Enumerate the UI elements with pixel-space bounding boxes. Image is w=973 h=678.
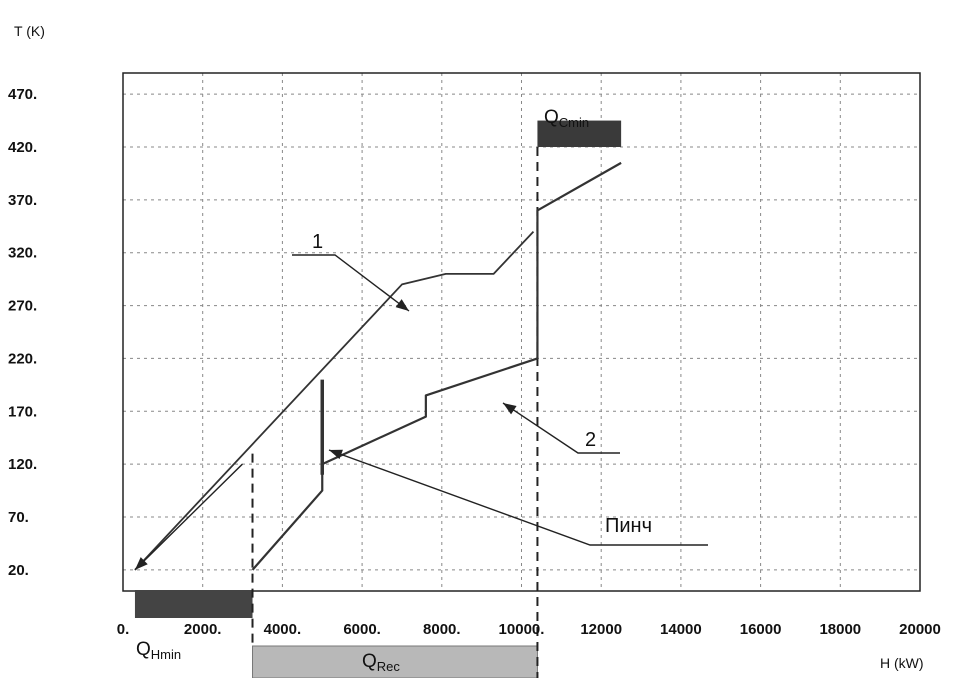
y-tick-label: 420. [8, 139, 37, 156]
q-cmin-bar [537, 120, 622, 147]
y-tick-label: 470. [8, 86, 37, 103]
y-tick-label: 120. [8, 456, 37, 473]
curves [134, 161, 622, 571]
curve-2-leader [502, 402, 620, 454]
y-tick-labels: 20. 70. 120. 170. 220. 270. 320. 370. 420. 470. [8, 86, 37, 579]
curve-1-label: 1 [312, 231, 323, 253]
x-tick-label: 10000. [499, 621, 545, 638]
q-cmin-label: QCmin [544, 107, 589, 130]
pinch-arrowhead [329, 449, 343, 460]
label-pointers [134, 254, 708, 571]
x-axis-label: H (kW) [880, 655, 924, 671]
pinch-label: Пинч [605, 515, 652, 537]
y-tick-label: 170. [8, 403, 37, 420]
curve-2-label: 2 [585, 429, 596, 451]
x-tick-label: 16000 [740, 621, 782, 638]
origin-arrowhead [134, 557, 148, 570]
origin-leader [134, 463, 243, 571]
y-axis-label: T (K) [14, 23, 45, 39]
curve-2-line [251, 161, 622, 571]
curve-2-arrowhead [503, 403, 517, 415]
y-tick-label: 370. [8, 192, 37, 209]
q-rec-label: QRec [362, 651, 400, 674]
x-tick-label: 14000 [660, 621, 702, 638]
y-tick-label: 270. [8, 298, 37, 315]
q-hmin-label: QHmin [136, 639, 181, 662]
x-tick-label: 8000. [423, 621, 461, 638]
plot-frame [122, 72, 921, 592]
x-tick-label: 20000 [899, 621, 941, 638]
dashed-guides [251, 147, 539, 678]
curve-1-line [134, 230, 535, 571]
x-tick-label: 4000. [264, 621, 302, 638]
x-tick-label: 18000 [819, 621, 861, 638]
y-tick-label: 220. [8, 350, 37, 367]
x-tick-label: 0. [117, 621, 130, 638]
x-tick-label: 12000 [580, 621, 622, 638]
curve-1-arrowhead [395, 299, 409, 311]
y-tick-label: 320. [8, 245, 37, 262]
q-hmin-bar [134, 590, 253, 618]
x-tick-label: 6000. [343, 621, 381, 638]
y-tick-label: 20. [8, 562, 29, 579]
x-tick-label: 2000. [184, 621, 222, 638]
grid [123, 73, 920, 591]
y-tick-label: 70. [8, 509, 29, 526]
curve-1-leader [292, 254, 410, 312]
pinch-leader [328, 449, 708, 546]
x-tick-labels: 0. 2000. 4000. 6000. 8000. 10000. 12000 14000 16… [117, 621, 941, 638]
